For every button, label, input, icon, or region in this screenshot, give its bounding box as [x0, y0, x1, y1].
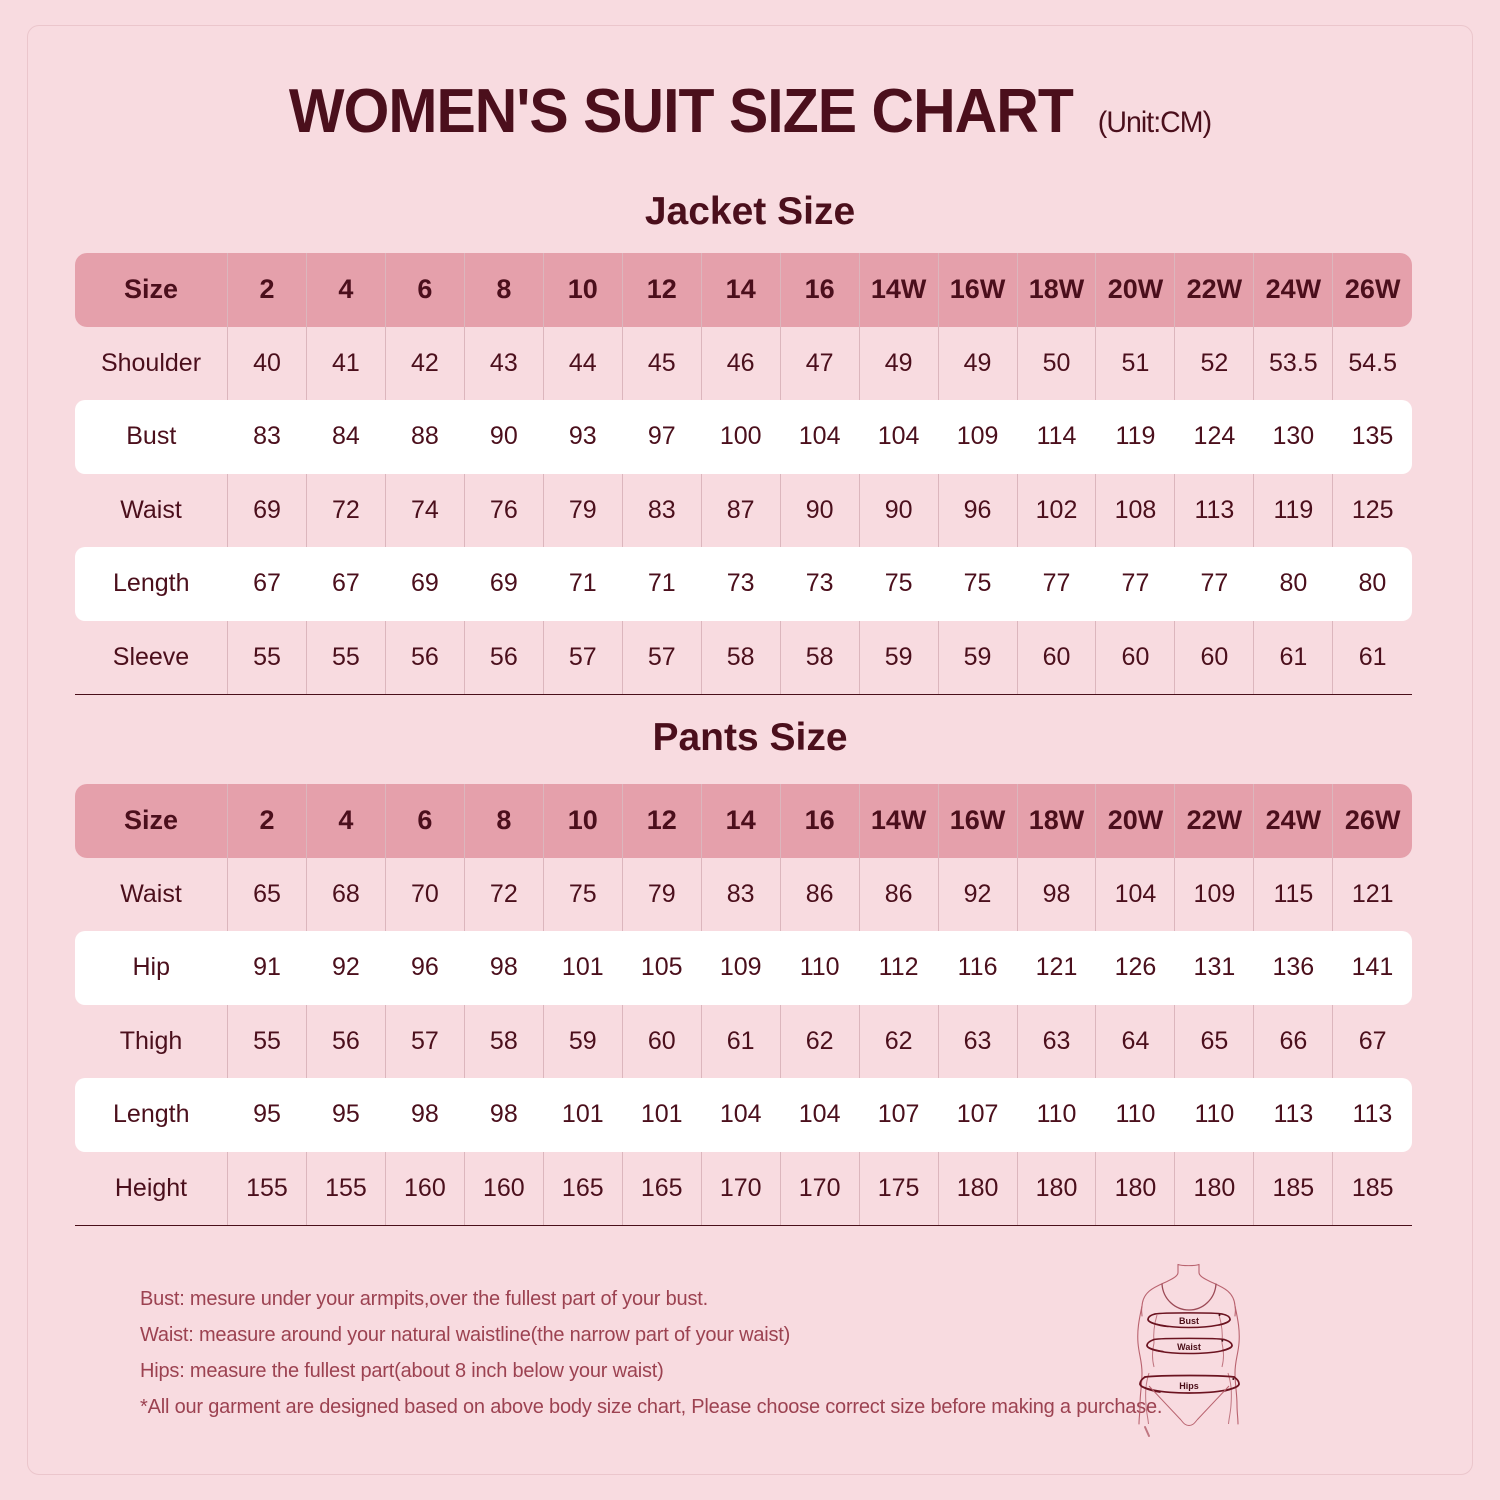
svg-text:Hips: Hips [1179, 1381, 1199, 1391]
svg-text:Bust: Bust [1179, 1316, 1199, 1326]
svg-text:Waist: Waist [1177, 1342, 1201, 1352]
